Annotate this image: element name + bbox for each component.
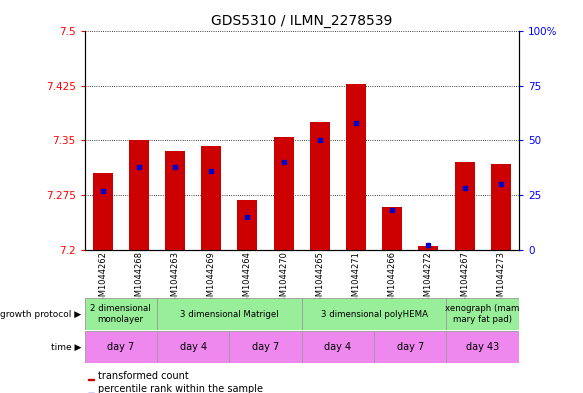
Bar [229,331,302,363]
Text: day 43: day 43 [466,342,499,352]
Bar [346,84,366,250]
Bar [491,164,511,250]
Bar [85,298,157,330]
Text: 3 dimensional polyHEMA: 3 dimensional polyHEMA [321,310,427,318]
Text: growth protocol ▶: growth protocol ▶ [1,310,82,318]
Text: day 7: day 7 [396,342,424,352]
Text: day 4: day 4 [180,342,207,352]
Title: GDS5310 / ILMN_2278539: GDS5310 / ILMN_2278539 [211,14,392,28]
Bar [237,200,257,250]
Bar [87,379,94,380]
Text: day 4: day 4 [324,342,352,352]
Bar [157,298,302,330]
Bar [302,331,374,363]
Bar [447,298,519,330]
Text: time ▶: time ▶ [51,343,82,351]
Text: xenograph (mam
mary fat pad): xenograph (mam mary fat pad) [445,304,520,324]
Bar [85,331,157,363]
Bar [201,146,221,250]
Bar [129,141,149,250]
Bar [93,173,113,250]
Text: transformed count: transformed count [98,371,189,380]
Bar [455,162,475,250]
Text: percentile rank within the sample: percentile rank within the sample [98,384,263,393]
Text: 3 dimensional Matrigel: 3 dimensional Matrigel [180,310,279,318]
Bar [157,331,229,363]
Bar [382,208,402,250]
Bar [374,331,447,363]
Text: day 7: day 7 [107,342,134,352]
Text: 2 dimensional
monolayer: 2 dimensional monolayer [90,304,151,324]
Bar [419,246,438,250]
Text: day 7: day 7 [252,342,279,352]
Bar [273,137,294,250]
Bar [165,151,185,250]
Bar [302,298,447,330]
Bar [447,331,519,363]
Bar [310,122,330,250]
